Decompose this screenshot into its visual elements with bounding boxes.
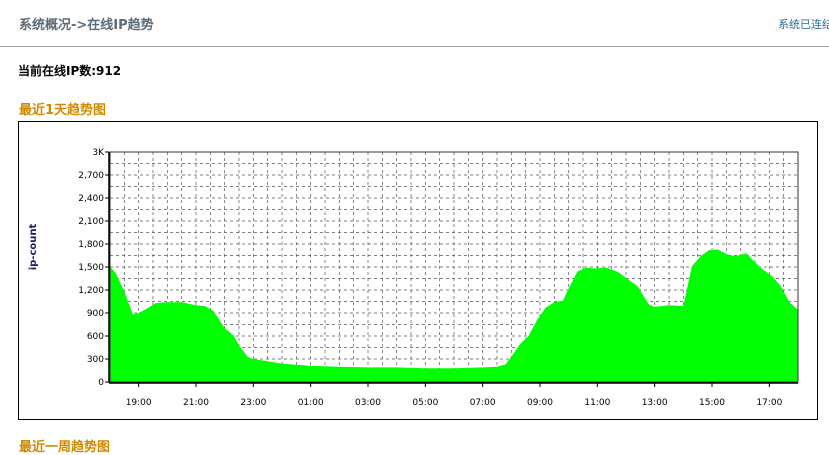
y-tick-label: 2,100 [78,217,104,227]
y-tick-label: 300 [87,355,104,365]
x-tick-label: 11:00 [584,398,610,408]
trend-chart: 0 300 600 900 1,200 1,500 1,800 2,100 2,400 2,700… [18,121,818,420]
trend-chart-svg: 0 300 600 900 1,200 1,500 1,800 2,100 2,400 2,700… [28,148,799,408]
connection-status: 系统已连结 [778,18,829,31]
y-tick-label: 1,500 [78,263,104,273]
x-axis-ticks: 19:00 21:00 23:00 01:00 03:00 05:00 07:00 09:00… [126,383,783,408]
x-tick-label: 19:00 [126,398,152,408]
x-tick-label: 09:00 [527,398,553,408]
plot-border [109,151,799,383]
x-tick-label: 03:00 [355,398,381,408]
x-tick-label: 05:00 [412,398,438,408]
y-axis-ticks: 0 300 600 900 1,200 1,500 1,800 2,100 2,400 2,700… [78,148,109,388]
online-ip-count: 当前在线IP数:912 [18,64,122,78]
x-tick-label: 21:00 [183,398,209,408]
x-tick-label: 17:00 [756,398,782,408]
x-tick-label: 07:00 [470,398,496,408]
x-tick-label: 01:00 [298,398,324,408]
section-title-1week: 最近一周趋势图 [19,440,111,455]
y-tick-label: 1,200 [78,286,104,296]
section-title-1day: 最近1天趋势图 [19,103,107,118]
x-tick-label: 23:00 [240,398,266,408]
y-tick-label: 2,700 [78,171,104,181]
y-axis-title: ip-count [28,224,39,271]
y-tick-label: 1,800 [78,240,104,250]
y-tick-label: 3K [92,148,105,158]
page-header: 系统概况->在线IP趋势 系统已连结 [0,0,829,47]
y-tick-label: 0 [98,378,104,388]
breadcrumb: 系统概况->在线IP趋势 [19,18,154,33]
x-tick-label: 13:00 [642,398,668,408]
y-tick-label: 600 [87,332,104,342]
ip-count-area [110,249,798,382]
y-tick-label: 900 [87,309,104,319]
y-tick-label: 2,400 [78,194,104,204]
x-tick-label: 15:00 [699,398,725,408]
